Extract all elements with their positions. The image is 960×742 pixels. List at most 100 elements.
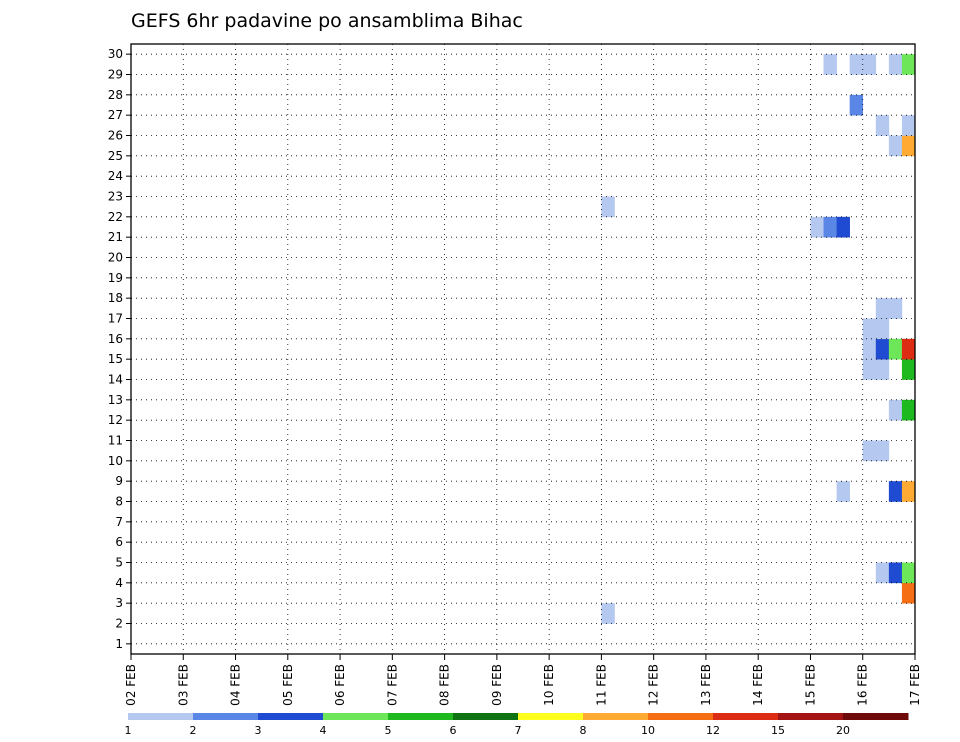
y-tick-label: 21: [108, 230, 123, 244]
heat-cell: [901, 582, 916, 604]
y-tick-label: 14: [108, 373, 123, 387]
y-tick-label: 4: [115, 576, 123, 590]
heat-cell: [888, 562, 903, 584]
heat-cell: [888, 481, 903, 502]
x-tick-label: 05 FEB: [281, 664, 295, 706]
y-tick-label: 26: [108, 129, 123, 143]
y-tick-label: 3: [115, 596, 123, 610]
heat-cell: [810, 216, 824, 238]
x-tick-label: 06 FEB: [333, 664, 347, 706]
y-tick-label: 13: [108, 393, 123, 407]
y-tick-label: 22: [108, 210, 123, 224]
heat-cell: [888, 298, 903, 319]
heat-cell: [849, 94, 864, 116]
heat-cell: [901, 135, 916, 157]
chart-title: GEFS 6hr padavine po ansamblima Bihac: [131, 10, 523, 32]
y-tick-label: 27: [108, 108, 123, 122]
heat-cell: [836, 216, 850, 238]
y-tick-label: 2: [115, 617, 123, 631]
colorbar-label: 6: [450, 724, 457, 737]
colorbar-label: 8: [580, 724, 587, 737]
y-tick-label: 29: [108, 68, 123, 82]
colorbar-swatch: [128, 713, 194, 720]
y-tick-label: 15: [108, 352, 123, 366]
heat-cell: [901, 562, 916, 584]
grid-lines: [131, 44, 915, 654]
heat-cell: [875, 562, 890, 584]
heat-cell: [823, 216, 837, 238]
x-tick-label: 15 FEB: [803, 664, 817, 706]
y-tick-label: 20: [108, 251, 123, 265]
y-tick-label: 28: [108, 88, 123, 102]
colorbar-swatch: [193, 713, 259, 720]
colorbar-label: 7: [515, 724, 522, 737]
colorbar-swatch: [453, 713, 519, 720]
colorbar-label: 10: [641, 724, 655, 737]
y-tick-label: 24: [108, 169, 123, 183]
heat-cell: [888, 399, 903, 421]
heat-cell: [875, 318, 890, 340]
heat-cell: [875, 298, 890, 319]
colorbar-label: 2: [190, 724, 197, 737]
heat-cell: [862, 318, 877, 340]
heat-cell: [601, 196, 615, 218]
x-tick-label: 02 FEB: [124, 664, 138, 706]
y-tick-label: 12: [108, 413, 123, 427]
colorbar-label: 15: [771, 724, 785, 737]
colorbar-label: 1: [125, 724, 132, 737]
plot-cells: [601, 54, 916, 624]
colorbar-label: 5: [385, 724, 392, 737]
heat-cell: [888, 54, 903, 75]
y-tick-label: 6: [115, 535, 123, 549]
heat-cell: [862, 54, 877, 75]
y-tick-label: 16: [108, 332, 123, 346]
y-tick-label: 30: [108, 47, 123, 61]
x-tick-label: 07 FEB: [385, 664, 399, 706]
x-axis: 02 FEB 03 FEB 04 FEB 05 FEB 06 FEB 07 FEB 08 F…: [124, 654, 922, 706]
heat-cell: [888, 135, 903, 157]
colorbar-swatch: [388, 713, 454, 720]
y-tick-label: 8: [115, 495, 123, 509]
heat-cell: [901, 54, 916, 75]
colorbar: 1 2 3 4 5 6 7 8 10 12 15 20: [125, 713, 909, 737]
colorbar-swatch: [713, 713, 779, 720]
y-tick-label: 9: [115, 474, 123, 488]
colorbar-swatch: [583, 713, 649, 720]
colorbar-label: 4: [320, 724, 327, 737]
x-tick-label: 09 FEB: [490, 664, 504, 706]
colorbar-swatch: [518, 713, 584, 720]
colorbar-swatch: [323, 713, 389, 720]
y-tick-label: 10: [108, 454, 123, 468]
heat-cell: [601, 603, 615, 624]
y-axis: 1234567891011121314151617181920212223242…: [108, 47, 131, 651]
heat-cell: [875, 440, 890, 462]
heat-cell: [901, 338, 916, 360]
x-tick-label: 10 FEB: [542, 664, 556, 706]
colorbar-swatch: [778, 713, 844, 720]
heat-cell: [823, 54, 837, 75]
y-tick-label: 18: [108, 291, 123, 305]
x-tick-label: 17 FEB: [908, 664, 922, 706]
x-tick-label: 14 FEB: [751, 664, 765, 706]
colorbar-label: 20: [836, 724, 850, 737]
y-tick-label: 11: [108, 434, 123, 448]
x-tick-label: 12 FEB: [647, 664, 661, 706]
heat-cell: [875, 338, 890, 360]
y-tick-label: 23: [108, 190, 123, 204]
heat-cell: [836, 481, 850, 502]
heat-cell: [862, 338, 877, 360]
colorbar-swatch: [648, 713, 714, 720]
x-tick-label: 04 FEB: [229, 664, 243, 706]
x-tick-label: 03 FEB: [176, 664, 190, 706]
x-tick-label: 16 FEB: [856, 664, 870, 706]
x-tick-label: 08 FEB: [438, 664, 452, 706]
heat-cell: [875, 359, 890, 380]
colorbar-swatch: [843, 713, 909, 720]
heat-cell: [875, 115, 890, 136]
heat-cell: [901, 359, 916, 380]
heat-cell: [901, 115, 916, 136]
colorbar-swatch: [258, 713, 324, 720]
x-tick-label: 13 FEB: [699, 664, 713, 706]
y-tick-label: 19: [108, 271, 123, 285]
